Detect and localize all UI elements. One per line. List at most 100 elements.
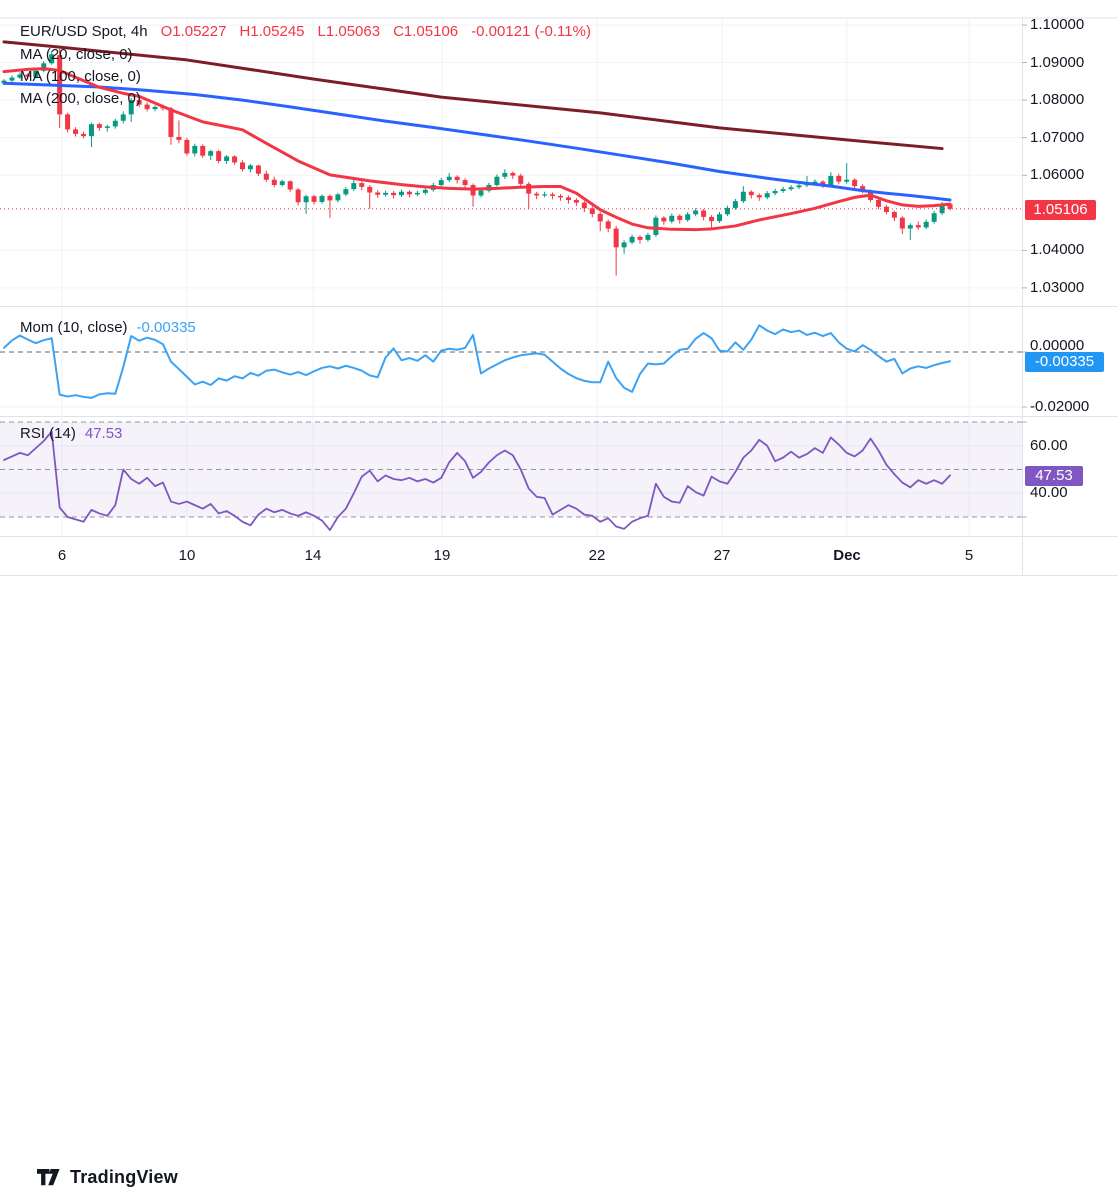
candle-down — [613, 228, 619, 248]
candle-down — [176, 136, 182, 140]
price-axis-label: 1.03000 — [1030, 278, 1085, 296]
candle-down — [597, 213, 603, 222]
candle-down — [581, 202, 587, 209]
candle-down — [375, 192, 381, 195]
candle-up — [685, 214, 691, 220]
tradingview-logo-icon — [37, 1169, 60, 1186]
candle-up — [907, 225, 913, 229]
candle-down — [232, 156, 238, 163]
time-axis-label: 19 — [433, 547, 451, 564]
rsi-axis-label: 60.00 — [1030, 436, 1068, 454]
candle-up — [923, 221, 929, 228]
candle-down — [65, 114, 71, 130]
candle-up — [931, 213, 937, 222]
rsi-axis-label: 40.00 — [1030, 484, 1068, 502]
ma20-line — [2, 67, 952, 232]
candle-up — [828, 175, 834, 185]
candle-down — [637, 236, 643, 240]
candle-down — [852, 179, 858, 187]
momentum-legend-label: Mom (10, close) — [20, 319, 128, 336]
momentum-axis-label: 0.00000 — [1030, 337, 1085, 354]
candle-down — [271, 179, 277, 185]
candle-down — [73, 129, 79, 134]
ohlc-close: C1.05106 — [393, 23, 459, 40]
candle-up — [446, 176, 452, 181]
candle-down — [748, 191, 754, 196]
time-axis-label: Dec — [833, 547, 861, 564]
candle-up — [41, 63, 47, 71]
candle-up — [629, 236, 635, 243]
candle-down — [883, 206, 889, 213]
candle-down — [860, 186, 866, 192]
candle-down — [168, 108, 174, 137]
ma200-legend: MA (200, close, 0) — [20, 90, 141, 107]
candle-up — [796, 185, 802, 188]
current-price-badge: 1.05106 — [1025, 200, 1096, 220]
candle-down — [25, 74, 31, 77]
candle-down — [701, 210, 707, 217]
candle-up — [621, 242, 627, 248]
momentum-legend-value: -0.00335 — [136, 319, 196, 336]
candle-down — [295, 189, 301, 203]
candle-up — [780, 189, 786, 192]
candle-up — [399, 191, 404, 196]
candle-down — [661, 217, 667, 222]
candle-up — [343, 189, 349, 195]
candle-down — [255, 165, 261, 174]
candle-down — [947, 204, 953, 209]
tradingview-logo[interactable]: TradingView — [37, 1167, 178, 1188]
candle-up — [88, 124, 94, 137]
candle-up — [645, 234, 651, 240]
candle-up — [104, 126, 110, 128]
rsi-legend: RSI (14) 47.53 — [20, 425, 122, 443]
candle-down — [550, 194, 556, 196]
tradingview-logo-text: TradingView — [70, 1167, 178, 1187]
candle-down — [573, 200, 579, 203]
rsi-value-badge: 47.53 — [1025, 466, 1083, 486]
candle-up — [740, 191, 746, 202]
candle-down — [81, 133, 86, 137]
candle-down — [891, 212, 897, 218]
symbol-legend: EUR/USD Spot, 4h O1.05227 H1.05245 L1.05063… — [20, 23, 591, 41]
candle-down — [836, 175, 842, 182]
candle-up — [788, 187, 794, 190]
candle-down — [263, 173, 269, 180]
candle-up — [319, 195, 325, 202]
candle-down — [136, 100, 142, 105]
price-axis-label: 1.09000 — [1030, 53, 1085, 71]
candle-up — [812, 181, 818, 184]
momentum-axis-label: -0.02000 — [1030, 398, 1090, 415]
candle-up — [542, 194, 548, 196]
candle-down — [915, 225, 921, 228]
candle-up — [732, 201, 738, 208]
ohlc-change: -0.00121 (-0.11%) — [471, 23, 591, 40]
candle-up — [772, 191, 778, 194]
momentum-value-badge: -0.00335 — [1025, 352, 1104, 372]
time-axis-label: 14 — [304, 547, 322, 564]
candle-up — [303, 196, 309, 203]
time-axis-label: 22 — [588, 547, 606, 564]
candle-up — [764, 193, 770, 198]
ohlc-open: O1.05227 — [160, 23, 227, 40]
candle-down — [510, 172, 516, 176]
candle-up — [844, 179, 850, 182]
candle-up — [128, 100, 134, 115]
candle-up — [152, 106, 158, 110]
candle-down — [144, 104, 150, 110]
candle-down — [200, 145, 206, 156]
candle-down — [216, 151, 222, 161]
candle-up — [17, 74, 23, 78]
candle-down — [327, 195, 333, 201]
ma20-legend: MA (20, close, 0) — [20, 46, 133, 63]
time-axis[interactable]: 6 10 14 19 22 27 Dec 5 — [0, 537, 1118, 575]
candle-up — [279, 181, 285, 185]
candle-down — [406, 191, 412, 195]
price-axis-label: 1.08000 — [1030, 91, 1085, 109]
time-axis-label: 10 — [178, 547, 196, 564]
candle-down — [558, 195, 563, 198]
chart-canvas[interactable] — [0, 0, 1118, 576]
candle-up — [478, 190, 484, 196]
ma100-legend: MA (100, close, 0) — [20, 68, 141, 85]
candle-down — [526, 183, 532, 194]
ohlc-high: H1.05245 — [239, 23, 305, 40]
